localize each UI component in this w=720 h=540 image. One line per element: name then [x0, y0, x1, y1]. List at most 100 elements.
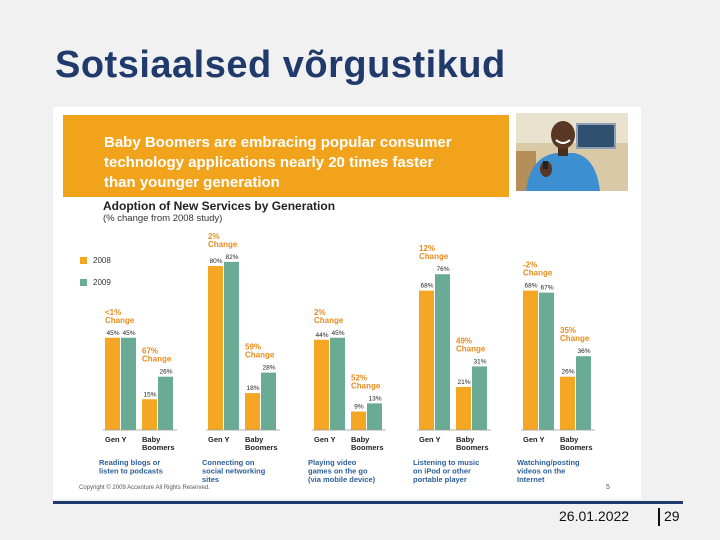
headline-line: Baby Boomers are embracing popular consu… — [104, 134, 452, 151]
category-label: Baby — [245, 435, 264, 444]
change-label: 2% — [208, 232, 220, 241]
legend-swatch-2009 — [80, 278, 87, 286]
copyright-text: Copyright © 2009 Accenture All Rights Re… — [79, 485, 210, 491]
bar-2009 — [158, 376, 173, 430]
change-label: Change — [560, 334, 590, 343]
bar-2009 — [435, 274, 450, 430]
group-caption: (via mobile device) — [308, 475, 376, 484]
change-label: Change — [351, 381, 381, 390]
change-label: 67% — [142, 347, 158, 356]
chart-legend: 2008 2009 — [80, 249, 111, 293]
change-label: Change — [208, 240, 238, 249]
bar-value-label: 76% — [436, 266, 449, 273]
footer-separator — [658, 508, 660, 526]
bar-2008 — [245, 393, 260, 430]
category-label: Gen Y — [523, 435, 545, 444]
bar-value-label: 9% — [354, 404, 364, 411]
bar-2008 — [456, 386, 471, 430]
bar-2009 — [367, 403, 382, 430]
change-label: 49% — [456, 336, 472, 345]
change-label: 52% — [351, 373, 367, 382]
man-with-phone-photo — [516, 113, 628, 191]
group-caption: on iPod or other — [413, 467, 471, 476]
headline-line: technology applications nearly 20 times … — [104, 154, 434, 171]
legend-item-2008: 2008 — [80, 249, 111, 271]
bar-value-label: 82% — [225, 254, 238, 261]
group-caption: Connecting on — [202, 458, 255, 467]
chart-figure: Baby Boomers are embracing popular consu… — [53, 107, 641, 499]
category-label: Gen Y — [208, 435, 230, 444]
bar-2008 — [105, 337, 120, 430]
change-label: 59% — [245, 343, 261, 352]
group-caption: sites — [202, 475, 219, 484]
change-label: Change — [245, 351, 275, 360]
footer-date: 26.01.2022 — [559, 508, 630, 524]
change-label: 2% — [314, 308, 326, 317]
bar-2009 — [261, 372, 276, 430]
change-label: Change — [456, 344, 486, 353]
bar-value-label: 80% — [209, 258, 222, 265]
change-label: <1% — [105, 308, 121, 317]
category-label: Baby — [560, 435, 579, 444]
bar-value-label: 36% — [577, 348, 590, 355]
bar-value-label: 31% — [473, 358, 486, 365]
footer-page-number: 29 — [664, 508, 680, 524]
change-label: 35% — [560, 326, 576, 335]
group-caption: portable player — [413, 475, 467, 484]
group-caption: Watching/posting — [517, 458, 580, 467]
bar-2009 — [539, 292, 554, 430]
bar-2008 — [208, 266, 223, 430]
bar-value-label: 21% — [457, 379, 470, 386]
category-label: Gen Y — [314, 435, 336, 444]
figure-page-number: 5 — [606, 484, 610, 491]
legend-item-2009: 2009 — [80, 271, 111, 293]
bar-2009 — [330, 337, 345, 430]
chart-subtitle: (% change from 2008 study) — [103, 213, 223, 224]
bar-value-label: 28% — [262, 365, 275, 372]
bar-2008 — [314, 339, 329, 430]
bar-value-label: 45% — [106, 330, 119, 337]
bar-value-label: 26% — [159, 369, 172, 376]
group-caption: Playing video — [308, 458, 357, 467]
group-caption: social networking — [202, 467, 266, 476]
bar-value-label: 67% — [540, 285, 553, 292]
change-label: Change — [105, 316, 135, 325]
legend-label-2009: 2009 — [93, 277, 111, 287]
bar-2009 — [224, 261, 239, 430]
bar-2008 — [560, 376, 575, 430]
headline-line: than younger generation — [104, 174, 280, 191]
legend-label-2008: 2008 — [93, 255, 111, 265]
bar-value-label: 68% — [524, 283, 537, 290]
bar-2009 — [472, 366, 487, 430]
category-label: Gen Y — [105, 435, 127, 444]
category-label: Boomers — [245, 443, 278, 452]
footer-rule — [53, 501, 683, 504]
category-label: Boomers — [142, 443, 175, 452]
category-label: Boomers — [560, 443, 593, 452]
group-caption: videos on the — [517, 467, 565, 476]
group-caption: Internet — [517, 475, 545, 484]
category-label: Boomers — [456, 443, 489, 452]
bar-2008 — [419, 290, 434, 430]
bar-2008 — [523, 290, 538, 430]
legend-swatch-2008 — [80, 256, 87, 264]
bar-value-label: 45% — [331, 330, 344, 337]
bar-value-label: 26% — [561, 369, 574, 376]
bar-2009 — [121, 337, 136, 430]
bar-value-label: 13% — [368, 395, 381, 402]
change-label: Change — [142, 355, 172, 364]
bar-2009 — [576, 356, 591, 430]
headline-banner: Baby Boomers are embracing popular consu… — [63, 115, 509, 197]
category-label: Boomers — [351, 443, 384, 452]
change-label: Change — [523, 269, 553, 278]
category-label: Gen Y — [419, 435, 441, 444]
bar-2008 — [351, 411, 366, 430]
category-label: Baby — [142, 435, 161, 444]
change-label: 12% — [419, 244, 435, 253]
bar-value-label: 44% — [315, 332, 328, 339]
group-caption: games on the go — [308, 467, 368, 476]
chart-title: Adoption of New Services by Generation — [103, 199, 336, 213]
group-caption: Listening to music — [413, 458, 479, 467]
group-caption: listen to podcasts — [99, 467, 163, 476]
bar-value-label: 15% — [143, 391, 156, 398]
